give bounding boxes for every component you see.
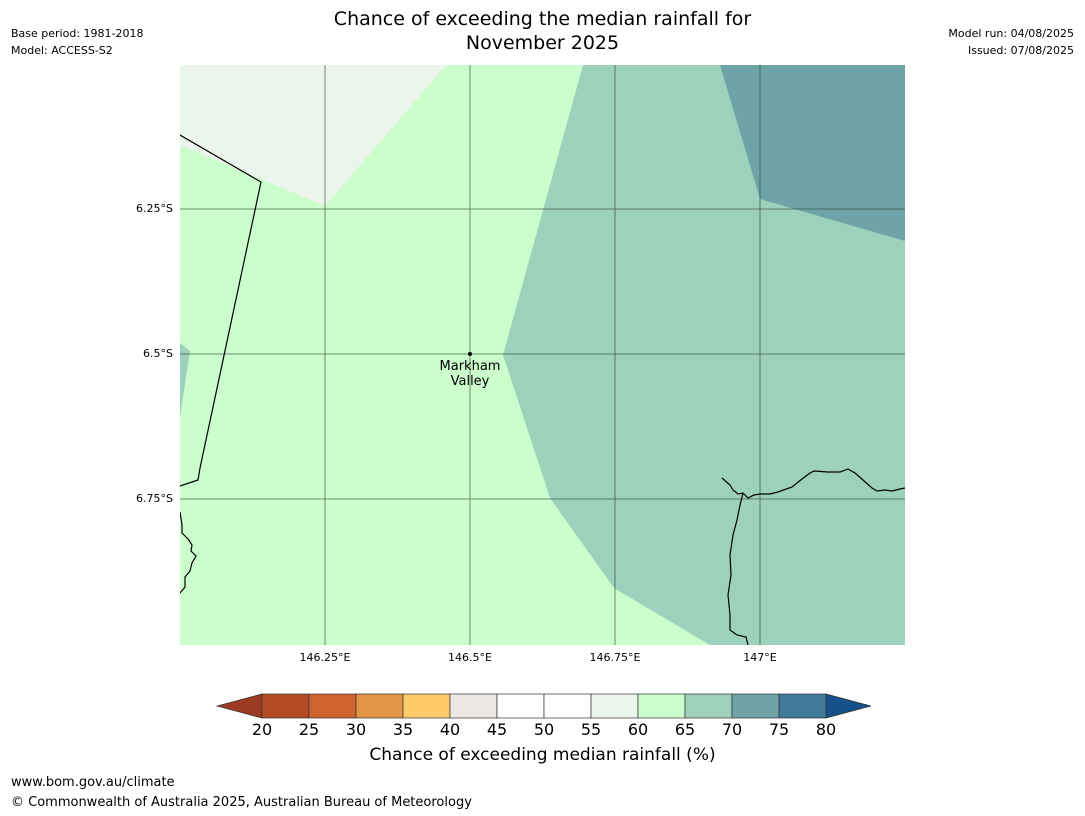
colorbar-tick-label: 45 <box>486 720 508 739</box>
lon-label-146-25: 146.25°E <box>299 651 351 664</box>
issued-text: Issued: 07/08/2025 <box>967 44 1074 57</box>
base-period-text: Base period: 1981-2018 <box>11 27 144 40</box>
model-text: Model: ACCESS-S2 <box>11 44 113 57</box>
lat-label-6-25: 6.25°S <box>136 202 173 215</box>
gridlines <box>180 65 905 645</box>
region-40-45 <box>180 65 446 206</box>
map-canvas <box>180 65 905 645</box>
model-run-text: Model run: 04/08/2025 <box>948 27 1074 40</box>
colorbar-tick-label: 70 <box>721 720 743 739</box>
colorbar-tick-label: 25 <box>298 720 320 739</box>
colorbar-swatch-45-50 <box>496 693 545 719</box>
colorbar-swatch-65-70 <box>684 693 733 719</box>
colorbar-tick-label: 65 <box>674 720 696 739</box>
lat-label-6-75: 6.75°S <box>136 492 173 505</box>
place-name-line-1: Markham <box>439 359 501 374</box>
markham-valley-marker[interactable] <box>468 352 472 356</box>
colorbar-tick-label: 80 <box>815 720 837 739</box>
region-70-75 <box>720 65 905 241</box>
colorbar-extend-high <box>825 693 871 719</box>
colorbar-swatch-50-55 <box>543 693 592 719</box>
title-line-2: November 2025 <box>465 32 620 54</box>
colorbar-tick-label: 20 <box>251 720 273 739</box>
metadata-right: Model run: 04/08/2025 Issued: 07/08/2025 <box>948 25 1074 59</box>
map-title: Chance of exceeding the median rainfall … <box>230 7 855 55</box>
colorbar-tick-label: 75 <box>768 720 790 739</box>
colorbar-swatch-55-60 <box>590 693 639 719</box>
place-label-markham-valley: Markham Valley <box>420 359 520 389</box>
colorbar-tick-label: 40 <box>439 720 461 739</box>
colorbar-swatch-35-40 <box>402 693 451 719</box>
colorbar-swatch-75-80 <box>778 693 827 719</box>
lon-label-146-75: 146.75°E <box>589 651 641 664</box>
map-panel[interactable] <box>180 65 905 645</box>
colorbar-tick-label: 30 <box>345 720 367 739</box>
colorbar <box>215 693 871 719</box>
metadata-left: Base period: 1981-2018 Model: ACCESS-S2 <box>11 25 143 59</box>
website-link[interactable]: www.bom.gov.au/climate <box>11 775 175 790</box>
copyright-text: © Commonwealth of Australia 2025, Austra… <box>11 795 472 810</box>
coastline <box>180 134 905 645</box>
colorbar-tick-label: 50 <box>533 720 555 739</box>
title-line-1: Chance of exceeding the median rainfall … <box>333 8 752 30</box>
colorbar-swatch-25-30 <box>308 693 357 719</box>
colorbar-tick-label: 35 <box>392 720 414 739</box>
colorbar-swatch-40-45 <box>449 693 498 719</box>
lon-label-147: 147°E <box>743 651 777 664</box>
place-name-line-2: Valley <box>450 374 490 389</box>
region-65-70-west <box>180 343 190 417</box>
colorbar-swatch-20-25 <box>261 693 310 719</box>
colorbar-tick-label: 55 <box>580 720 602 739</box>
colorbar-swatch-70-75 <box>731 693 780 719</box>
colorbar-title: Chance of exceeding median rainfall (%) <box>369 745 716 765</box>
lon-label-146-5: 146.5°E <box>448 651 492 664</box>
colorbar-extend-low <box>215 693 263 719</box>
colorbar-swatch-60-65 <box>637 693 686 719</box>
colorbar-swatch-30-35 <box>355 693 404 719</box>
colorbar-tick-label: 60 <box>627 720 649 739</box>
lat-label-6-5: 6.5°S <box>143 347 173 360</box>
